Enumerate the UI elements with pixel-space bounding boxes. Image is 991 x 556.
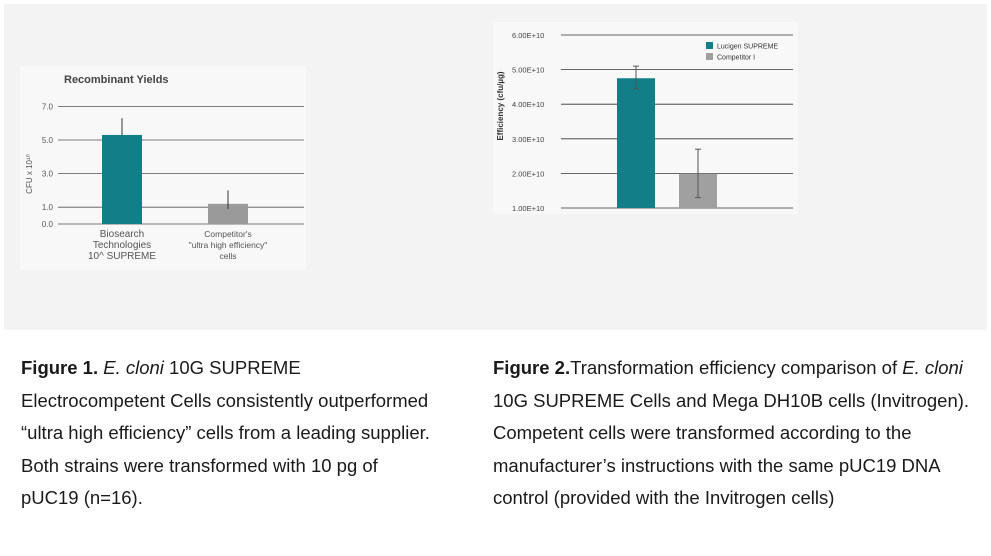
chart-1-y-tick-label: 7.0 (42, 102, 54, 111)
chart-2-y-axis-label: Efficiency (cfu/µg) (496, 71, 505, 140)
figure-1-caption: Figure 1. E. cloni 10G SUPREME Electroco… (21, 352, 431, 515)
chart-1-x-tick-label: Competitor's (204, 229, 251, 239)
chart-1-y-tick-label: 0.0 (42, 220, 54, 229)
chart-1-x-tick-label: "ultra high efficiency" (189, 240, 268, 250)
figure-1-species: E. cloni (103, 357, 164, 378)
chart-2-y-tick-label: 5.00E+10 (512, 66, 544, 75)
figure-2-text-after: 10G SUPREME Cells and Mega DH10B cells (… (493, 389, 970, 509)
chart-1-bar (102, 134, 142, 224)
chart-2-legend-label: Competitor I (717, 55, 755, 62)
chart-2-legend-label: Lucigen SUPREME (717, 44, 778, 51)
chart-1-y-tick-label: 1.0 (42, 203, 54, 212)
recombinant-yields-chart: Recombinant Yields CFU x 10¹⁰ 0.0 1.0 3.0 5… (20, 66, 306, 270)
figure-1-text: 10G SUPREME Electrocompetent Cells consi… (21, 357, 430, 508)
transformation-efficiency-chart: Efficiency (cfu/µg) 1.00E+10 2.00E+10 3.00… (493, 22, 798, 214)
chart-1-svg: Recombinant Yields CFU x 10¹⁰ 0.0 1.0 3.0 5… (25, 74, 304, 262)
figure-2-species: E. cloni (902, 357, 963, 378)
chart-2-bar (617, 78, 655, 208)
chart-2-y-tick-label: 1.00E+10 (512, 204, 544, 213)
chart-1-x-tick-label: Biosearch (100, 229, 144, 240)
figure-2-label: Figure 2. (493, 357, 571, 378)
chart-2-y-tick-label: 6.00E+10 (512, 31, 544, 40)
chart-1-x-tick-label: 10^ SUPREME (88, 251, 156, 262)
chart-1-x-tick-label: Technologies (93, 240, 151, 251)
figure-2-caption: Figure 2.Transformation efficiency compa… (493, 352, 973, 515)
chart-2-y-tick-label: 3.00E+10 (512, 135, 544, 144)
chart-2-y-tick-label: 4.00E+10 (512, 100, 544, 109)
chart-1-x-tick-label: cells (219, 251, 236, 261)
chart-2-y-tick-label: 2.00E+10 (512, 169, 544, 178)
chart-1-y-tick-label: 5.0 (42, 136, 54, 145)
chart-1-bar (208, 203, 248, 224)
chart-2-legend-swatch (706, 42, 713, 49)
figure-2-text-before: Transformation efficiency comparison of (570, 357, 903, 378)
chart-2-legend-swatch (706, 53, 713, 60)
chart-1-y-axis-label: CFU x 10¹⁰ (25, 154, 34, 194)
chart-2-svg: Efficiency (cfu/µg) 1.00E+10 2.00E+10 3.00… (496, 31, 793, 213)
chart-1-title: Recombinant Yields (64, 74, 169, 86)
chart-1-y-tick-label: 3.0 (42, 170, 54, 179)
figure-1-label: Figure 1. (21, 357, 99, 378)
